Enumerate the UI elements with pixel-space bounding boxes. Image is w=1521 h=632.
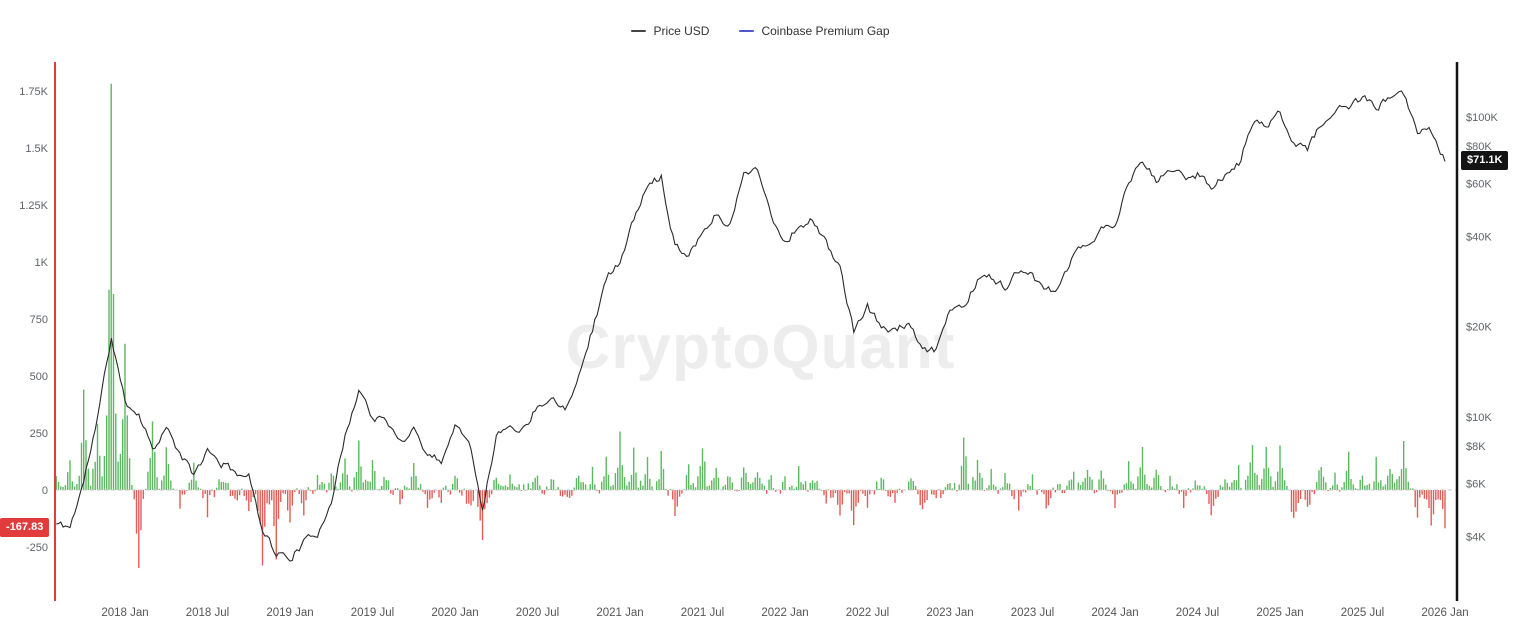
x-axis-tick: 2020 Jul <box>516 607 559 619</box>
premium-gap-bars <box>55 83 1446 569</box>
right-axis-tick: $80K <box>1466 141 1492 153</box>
legend-label-coinbase-premium-gap: Coinbase Premium Gap <box>761 24 890 38</box>
current-gap-badge: -167.83 <box>0 518 50 537</box>
legend-label-price-usd: Price USD <box>653 24 710 38</box>
left-axis-tick: 1.75K <box>19 86 48 98</box>
x-axis-tick: 2022 Jul <box>846 607 889 619</box>
legend: Price USD Coinbase Premium Gap <box>0 24 1521 38</box>
current-price-badge: $71.1K <box>1461 151 1509 170</box>
left-axis-tick: 1.5K <box>25 143 48 155</box>
left-axis-tick: 750 <box>30 314 48 326</box>
x-axis-tick: 2020 Jan <box>431 607 478 619</box>
x-axis-tick: 2021 Jul <box>681 607 724 619</box>
price-line-swatch <box>631 30 647 32</box>
right-axis-tick: $40K <box>1466 231 1492 243</box>
right-axis-tick: $10K <box>1466 412 1492 424</box>
left-axis-tick: 500 <box>30 371 48 383</box>
right-axis-tick: $20K <box>1466 322 1492 334</box>
x-axis-tick: 2024 Jul <box>1176 607 1219 619</box>
right-axis-tick: $4K <box>1466 531 1486 543</box>
price-usd-line <box>56 90 1446 562</box>
cryptoquant-watermark: CryptoQuant <box>565 313 956 382</box>
right-axis-tick: $60K <box>1466 179 1492 191</box>
legend-item-coinbase-premium-gap[interactable]: Coinbase Premium Gap <box>739 24 890 38</box>
x-axis-tick: 2026 Jan <box>1421 607 1468 619</box>
x-axis-tick: 2025 Jan <box>1256 607 1303 619</box>
left-axis-tick: 0 <box>42 485 48 497</box>
left-axis-tick: -250 <box>26 542 48 554</box>
legend-item-price-usd[interactable]: Price USD <box>631 24 709 38</box>
left-axis-tick: 250 <box>30 428 48 440</box>
right-axis-tick: $6K <box>1466 479 1486 491</box>
x-axis-tick: 2022 Jan <box>761 607 808 619</box>
premium-gap-swatch <box>739 30 755 32</box>
x-axis-tick: 2018 Jul <box>186 607 229 619</box>
left-axis-tick: 1.25K <box>19 200 48 212</box>
x-axis-tick: 2023 Jul <box>1011 607 1054 619</box>
x-axis-tick: 2021 Jan <box>596 607 643 619</box>
right-axis-tick: $100K <box>1466 112 1498 124</box>
x-axis-tick: 2019 Jul <box>351 607 394 619</box>
right-axis-tick: $8K <box>1466 441 1486 453</box>
x-axis-tick: 2025 Jul <box>1341 607 1384 619</box>
x-axis-tick: 2023 Jan <box>926 607 973 619</box>
left-axis-tick: 1K <box>35 257 49 269</box>
x-axis-tick: 2019 Jan <box>266 607 313 619</box>
x-axis-tick: 2024 Jan <box>1091 607 1138 619</box>
x-axis-tick: 2018 Jan <box>101 607 148 619</box>
